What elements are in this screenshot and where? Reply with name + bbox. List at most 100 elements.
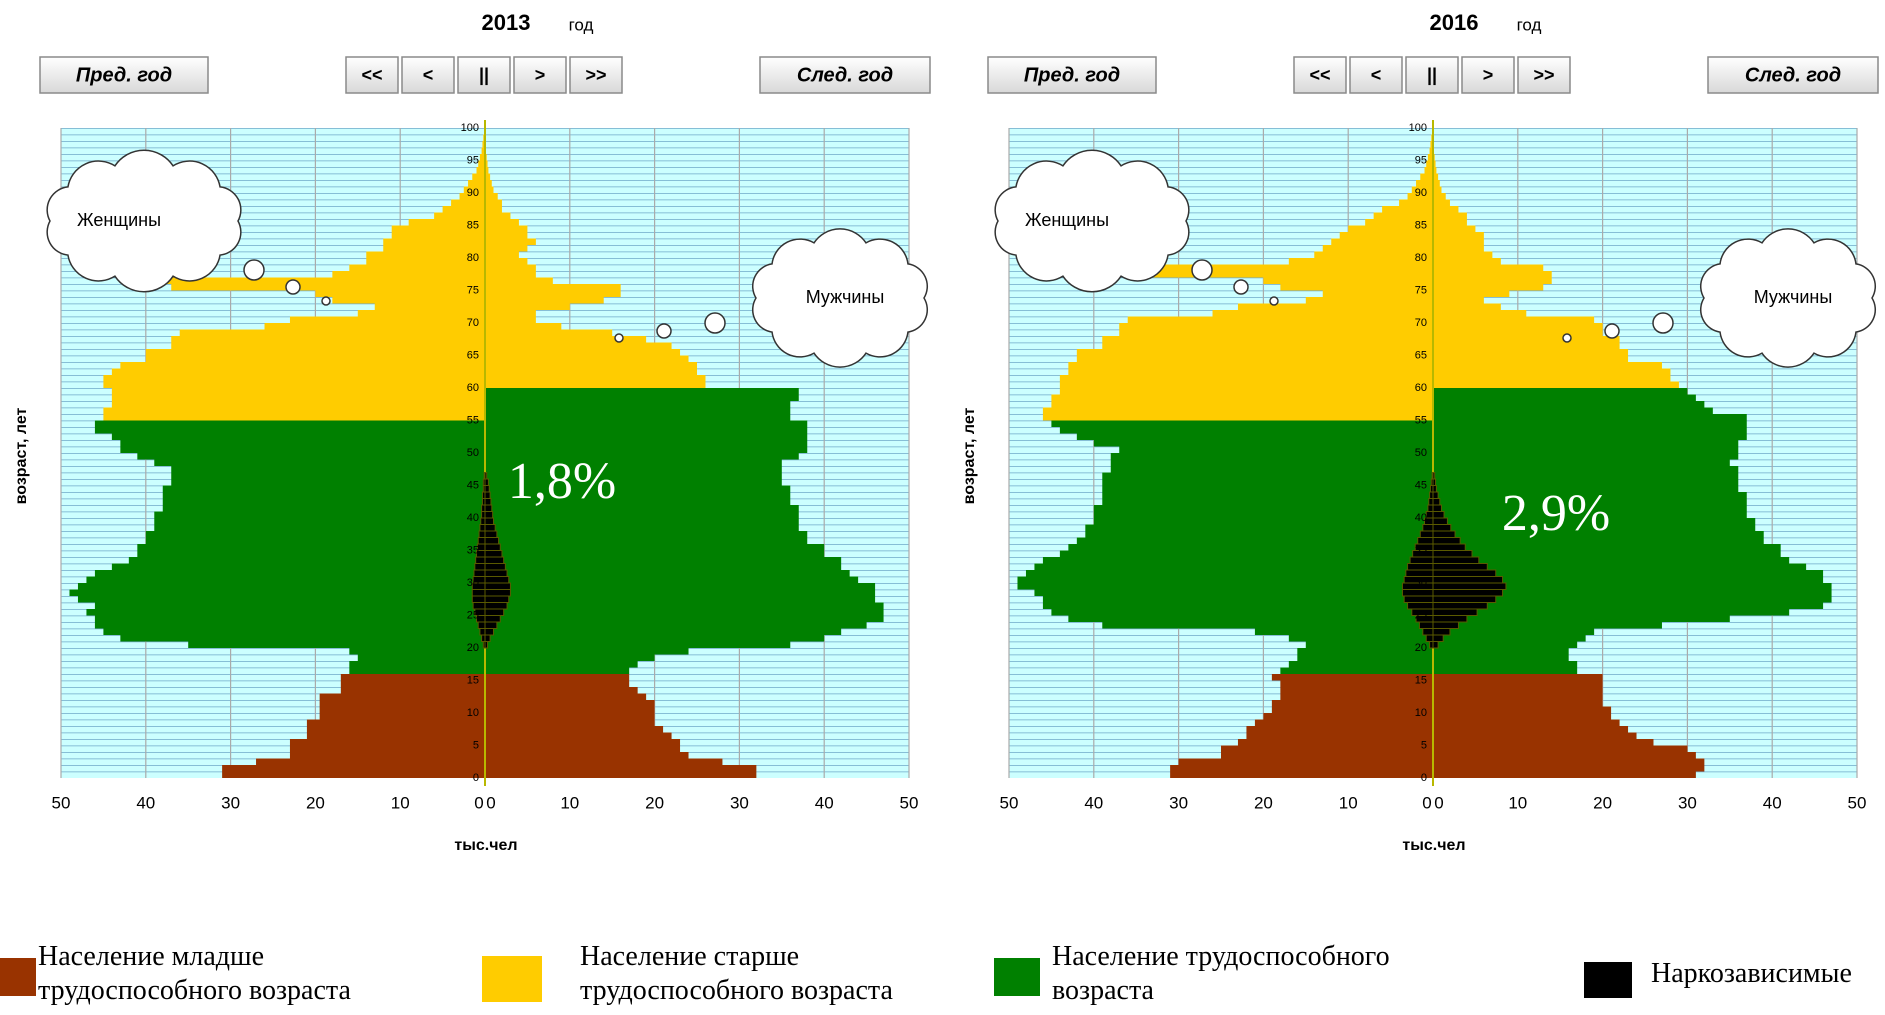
y-tick-label: 90	[467, 187, 479, 199]
nav-button-label[interactable]: <	[423, 65, 434, 85]
age-bar	[1297, 648, 1433, 655]
age-bar	[1102, 485, 1433, 492]
age-bar	[485, 414, 791, 421]
y-tick-label: 45	[467, 479, 479, 491]
nav-button-label[interactable]: <<	[361, 65, 382, 85]
age-bar	[171, 342, 486, 349]
age-bar	[1170, 771, 1433, 778]
next-year-button[interactable]: След. год	[759, 56, 931, 94]
next-year-button-bg[interactable]	[1707, 56, 1879, 94]
age-bar	[137, 453, 485, 460]
age-bar	[1025, 570, 1433, 577]
y-tick-label: 0	[1421, 772, 1427, 784]
age-bar	[1221, 745, 1433, 752]
age-bar	[179, 329, 485, 336]
nav-button-bg[interactable]	[345, 56, 399, 94]
age-bar	[1433, 167, 1437, 174]
age-bar	[485, 622, 867, 629]
nav-button-label[interactable]: <<	[1309, 65, 1330, 85]
age-bar	[1170, 765, 1433, 772]
x-tick-label: 20	[645, 793, 664, 812]
nav-button[interactable]: >>	[569, 56, 623, 94]
next-year-button[interactable]: След. год	[1707, 56, 1879, 94]
age-bar	[485, 706, 655, 713]
nav-button-label[interactable]: >>	[1533, 65, 1554, 85]
age-bar	[485, 726, 664, 733]
age-bar	[1433, 336, 1620, 343]
addict-bar	[1432, 615, 1468, 623]
year-unit: год	[1517, 15, 1542, 34]
age-bar	[1280, 667, 1433, 674]
nav-button-bg[interactable]	[1349, 56, 1403, 94]
nav-button-label[interactable]: ||	[1427, 65, 1437, 85]
nav-button[interactable]: >>	[1517, 56, 1571, 94]
age-bar	[485, 628, 842, 635]
y-tick-label: 95	[467, 154, 479, 166]
prev-year-button-label[interactable]: Пред. год	[76, 64, 172, 86]
cloud	[994, 149, 1190, 293]
nav-button-bg[interactable]	[1293, 56, 1347, 94]
age-bar	[1051, 401, 1433, 408]
addict-bar	[1417, 537, 1434, 545]
nav-button[interactable]: ||	[1405, 56, 1459, 94]
nav-button[interactable]: <<	[345, 56, 399, 94]
nav-button-label[interactable]: <	[1371, 65, 1382, 85]
next-year-button-label[interactable]: След. год	[797, 64, 893, 86]
age-bar	[1429, 147, 1433, 154]
nav-button[interactable]: <	[401, 56, 455, 94]
next-year-button-bg[interactable]	[759, 56, 931, 94]
nav-button-bg[interactable]	[1405, 56, 1459, 94]
age-bar	[349, 667, 485, 674]
age-bar	[1433, 271, 1552, 278]
nav-button-bg[interactable]	[569, 56, 623, 94]
age-bar	[137, 550, 485, 557]
prev-year-button-bg[interactable]	[39, 56, 209, 94]
prev-year-button-bg[interactable]	[987, 56, 1157, 94]
y-axis-label: возраст, лет	[961, 407, 978, 504]
addict-bar	[484, 556, 505, 564]
age-bar	[485, 641, 791, 648]
nav-button-label[interactable]: >>	[585, 65, 606, 85]
age-bar	[1433, 524, 1756, 531]
nav-button-bg[interactable]	[457, 56, 511, 94]
prev-year-button[interactable]: Пред. год	[39, 56, 209, 94]
nav-button[interactable]: <<	[1293, 56, 1347, 94]
age-bar	[162, 277, 485, 284]
addict-bar	[1432, 485, 1437, 493]
nav-button-bg[interactable]	[1517, 56, 1571, 94]
y-tick-label: 25	[1415, 609, 1427, 621]
nav-button[interactable]: <	[1349, 56, 1403, 94]
age-bar	[1433, 739, 1654, 746]
addict-bar	[1432, 582, 1507, 590]
age-bar	[485, 303, 570, 310]
nav-button-bg[interactable]	[513, 56, 567, 94]
age-bar	[1280, 284, 1433, 291]
nav-button[interactable]: >	[513, 56, 567, 94]
y-tick-label: 35	[1415, 544, 1427, 556]
age-bar	[1068, 362, 1433, 369]
age-bar	[1433, 745, 1688, 752]
nav-button-bg[interactable]	[1461, 56, 1515, 94]
next-year-button-label[interactable]: След. год	[1745, 64, 1841, 86]
age-bar	[482, 141, 485, 148]
x-tick-label: 10	[560, 793, 579, 812]
age-bar	[1433, 277, 1552, 284]
nav-button-label[interactable]: ||	[479, 65, 489, 85]
age-bar	[1382, 206, 1433, 213]
age-bar	[1433, 258, 1501, 265]
nav-button-bg[interactable]	[401, 56, 455, 94]
age-bar	[1288, 258, 1433, 265]
age-bar	[1433, 446, 1739, 453]
prev-year-button[interactable]: Пред. год	[987, 56, 1157, 94]
age-bar	[485, 687, 638, 694]
age-bar	[1068, 544, 1433, 551]
nav-button[interactable]: >	[1461, 56, 1515, 94]
age-bar	[94, 622, 486, 629]
age-bar	[1365, 219, 1433, 226]
nav-button-label[interactable]: >	[1483, 65, 1494, 85]
nav-button[interactable]: ||	[457, 56, 511, 94]
nav-button-label[interactable]: >	[535, 65, 546, 85]
prev-year-button-label[interactable]: Пред. год	[1024, 64, 1120, 86]
age-bar	[366, 251, 485, 258]
age-bar	[1051, 420, 1433, 427]
